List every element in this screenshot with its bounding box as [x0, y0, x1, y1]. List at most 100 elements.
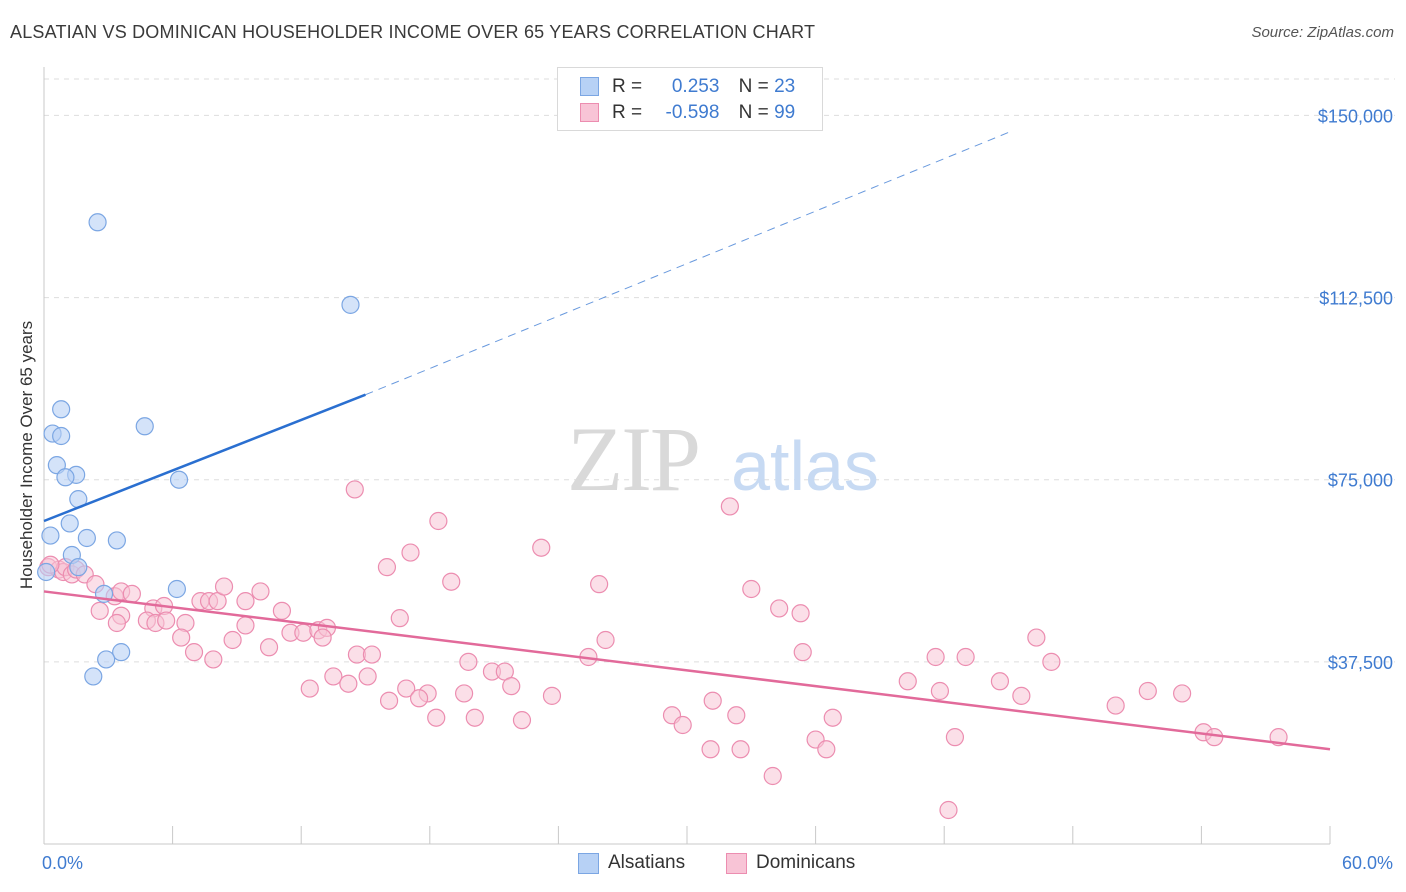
- dominican-trend-line: [43, 590, 1331, 751]
- alsatian-point: [52, 426, 71, 446]
- dominican-point: [1106, 696, 1125, 715]
- dominican-point: [409, 689, 429, 708]
- dominican-point: [793, 643, 812, 662]
- dominican-point: [898, 672, 917, 691]
- dominican-point: [1138, 681, 1157, 701]
- dominican-point: [454, 684, 474, 703]
- dominican-point: [1012, 686, 1031, 705]
- dominican-point: [379, 691, 399, 710]
- dominican-point: [157, 611, 176, 630]
- dominican-point: [107, 613, 126, 633]
- source-credit: Source: ZipAtlas.com: [1251, 24, 1394, 41]
- dominican-points: [39, 480, 1288, 820]
- dominican-point: [770, 599, 789, 618]
- x-tick-labels: 0.0% 60.0%: [42, 853, 1393, 873]
- dominican-point: [720, 497, 739, 516]
- dominican-point: [465, 708, 484, 727]
- alsatian-trend-line: [43, 393, 366, 523]
- dominican-point: [294, 623, 313, 642]
- dominican-point: [429, 511, 448, 531]
- alsatian-point: [77, 528, 96, 548]
- dominican-point: [1027, 628, 1046, 647]
- dominican-point: [817, 740, 836, 759]
- y-tick-label: $112,500: [1319, 289, 1393, 309]
- alsatian-points: [37, 213, 360, 686]
- dominican-swatch: [580, 103, 599, 122]
- alsatian-point: [169, 470, 189, 489]
- alsatian-swatch: [578, 853, 599, 874]
- dominican-point: [362, 645, 382, 664]
- alsatian-trend-extension: [365, 131, 1009, 396]
- chart-title: ALSATIAN VS DOMINICAN HOUSEHOLDER INCOME…: [10, 22, 816, 42]
- dominican-point: [1205, 728, 1224, 747]
- dominican-point: [823, 708, 842, 727]
- dominican-point: [590, 575, 609, 594]
- r-label: R =: [612, 76, 643, 97]
- dominican-point: [990, 672, 1010, 691]
- dominican-point: [596, 630, 615, 650]
- dominican-point: [339, 674, 358, 693]
- dominican-point: [184, 643, 204, 662]
- dominican-point: [390, 609, 409, 628]
- dominican-point: [236, 592, 255, 611]
- dominican-point: [673, 715, 692, 735]
- legend-label: Alsatians: [608, 852, 686, 873]
- dominican-point: [512, 711, 532, 730]
- alsatian-point: [135, 417, 154, 436]
- dominican-point: [172, 628, 191, 647]
- r-value: 0.253: [671, 76, 720, 97]
- dominican-point: [345, 480, 364, 499]
- dominican-point: [1042, 652, 1061, 671]
- alsatian-point: [107, 531, 126, 550]
- dominican-point: [542, 686, 562, 705]
- alsatian-swatch: [580, 77, 599, 96]
- dominican-point: [945, 728, 965, 747]
- dominican-point: [532, 538, 551, 557]
- dominican-point: [791, 604, 810, 623]
- r-value: -0.598: [665, 102, 720, 123]
- dominican-swatch: [726, 853, 747, 874]
- dominican-point: [502, 677, 521, 696]
- y-tick-labels: $37,500 $75,000 $112,500 $150,000: [1318, 106, 1393, 672]
- dominican-point: [377, 558, 397, 577]
- dominican-point: [397, 679, 416, 698]
- y-tick-label: $75,000: [1328, 471, 1393, 491]
- watermark: ZIP atlas: [567, 408, 879, 510]
- dominican-point: [442, 572, 461, 591]
- x-tick-label-min: 0.0%: [42, 853, 83, 873]
- alsatian-point: [56, 468, 75, 487]
- dominican-point: [427, 708, 446, 727]
- dominican-point: [122, 584, 141, 603]
- dominican-point: [1173, 684, 1192, 703]
- dominican-point: [926, 647, 945, 667]
- dominican-point: [731, 740, 750, 759]
- axes: [43, 67, 1331, 845]
- dominican-point: [300, 679, 319, 698]
- dominican-point: [742, 579, 761, 599]
- alsatian-point: [84, 667, 103, 686]
- alsatian-point: [88, 213, 107, 232]
- dominican-point: [358, 667, 377, 686]
- r-label: R =: [612, 102, 643, 123]
- trend-lines: [43, 131, 1331, 751]
- y-tick-label: $150,000: [1318, 106, 1393, 126]
- alsatian-point: [60, 514, 79, 533]
- dominican-point: [324, 667, 343, 686]
- alsatian-point: [167, 579, 186, 599]
- dominican-point: [251, 582, 270, 601]
- alsatian-point: [112, 643, 131, 662]
- alsatian-point: [69, 558, 88, 577]
- correlation-legend: R = 0.253 N = 23 R = -0.598 N = 99: [557, 67, 823, 131]
- dominican-point: [703, 691, 722, 710]
- x-tick-label-max: 60.0%: [1342, 853, 1393, 873]
- watermark-zip: ZIP: [567, 408, 699, 510]
- dominican-point: [259, 638, 279, 657]
- dominican-point: [459, 652, 478, 671]
- legend-label: Dominicans: [756, 852, 856, 873]
- gridlines: [44, 78, 1395, 663]
- dominican-point: [313, 628, 332, 647]
- alsatian-point: [41, 526, 60, 545]
- alsatian-point: [52, 400, 71, 419]
- n-label: N =: [738, 102, 769, 123]
